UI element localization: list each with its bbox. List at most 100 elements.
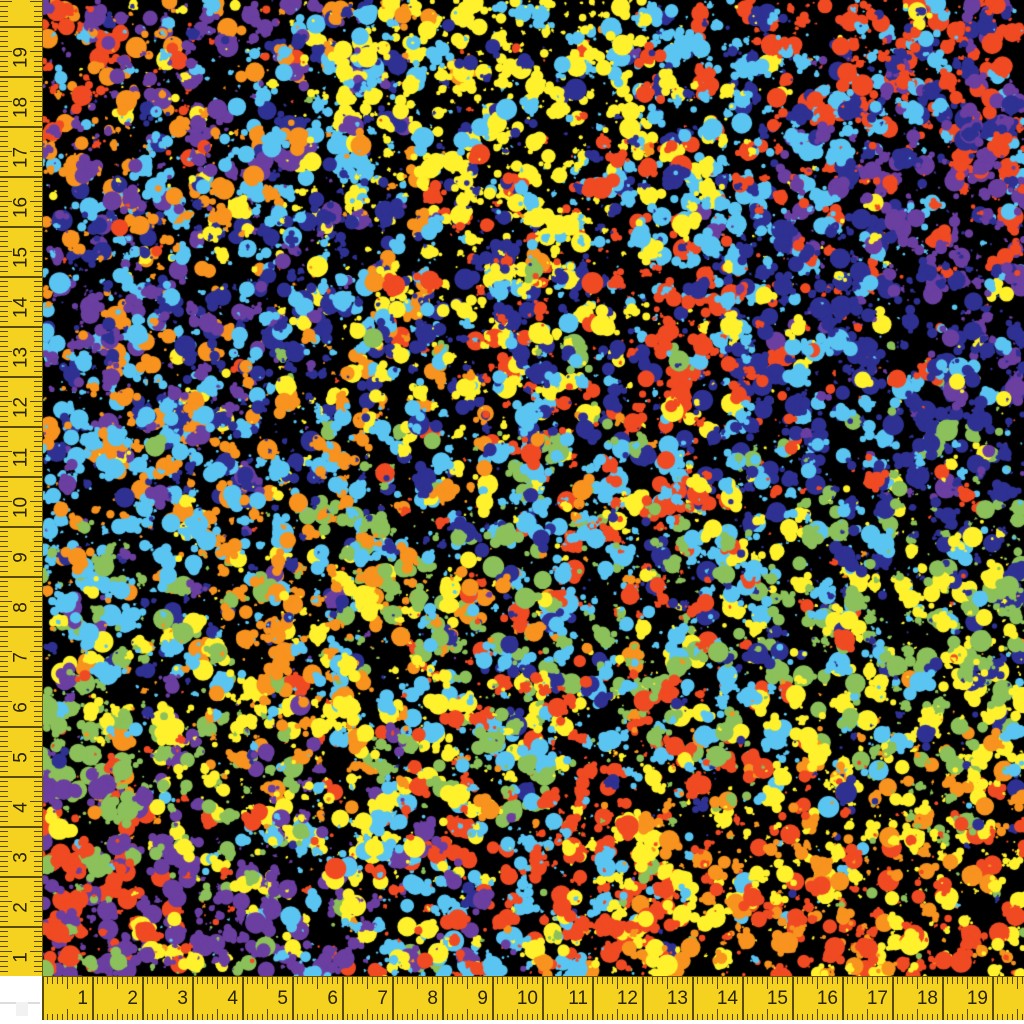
ruler-tick [34,956,42,957]
vertical-ruler-label: 15 [10,246,32,269]
ruler-tick [667,1009,668,1021]
ruler-tick [0,796,8,797]
ruler-tick [852,977,853,984]
ruler-tick [34,536,42,537]
ruler-tick [247,977,248,984]
ruler-tick [562,977,563,984]
ruler-tick [282,977,283,984]
ruler-tick [34,661,42,662]
ruler-tick [34,331,42,332]
ruler-tick [467,1009,468,1021]
ruler-tick [872,1014,873,1021]
ruler-tick [34,771,42,772]
ruler-tick [597,1014,598,1021]
ruler-tick [34,196,42,197]
ruler-tick [137,977,138,984]
ruler-tick [437,977,438,984]
ruler-tick [0,81,8,82]
ruler-tick [882,1014,883,1021]
ruler-tick [34,311,42,312]
ruler-tick [377,1014,378,1021]
ruler-tick [0,331,8,332]
ruler-tick [657,977,658,984]
ruler-tick [0,206,8,207]
ruler-tick [34,466,42,467]
ruler-tick [972,1014,973,1021]
ruler-tick [0,271,8,272]
ruler-tick [34,846,42,847]
ruler-tick [0,261,8,262]
ruler-tick [34,681,42,682]
ruler-tick [0,336,8,337]
horizontal-ruler-label: 17 [866,988,888,1009]
ruler-tick [602,977,603,984]
ruler-tick [34,421,42,422]
ruler-tick [1002,977,1003,984]
ruler-tick [882,977,883,984]
ruler-tick [722,977,723,984]
horizontal-ruler: 123456789101112131415161718192 [42,976,1024,1021]
ruler-tick [867,977,868,989]
ruler-tick [542,977,544,1021]
ruler-tick [132,977,133,984]
ruler-tick [0,631,8,632]
ruler-tick [0,606,8,607]
ruler-tick [537,1014,538,1021]
ruler-tick [0,381,8,382]
ruler-tick [0,111,8,112]
ruler-tick [387,1014,388,1021]
ruler-tick [0,431,8,432]
ruler-tick [967,1009,968,1021]
ruler-tick [0,541,8,542]
ruler-tick [1017,1009,1018,1021]
ruler-tick [0,46,8,47]
ruler-tick [792,977,794,1021]
ruler-tick [547,1014,548,1021]
ruler-tick [0,896,8,897]
ruler-tick [442,977,444,1021]
ruler-tick [0,436,8,437]
ruler-tick [727,1014,728,1021]
ruler-tick [782,977,783,984]
ruler-tick [937,977,938,984]
ruler-tick [0,51,12,52]
ruler-tick [807,977,808,984]
ruler-tick [0,826,42,828]
ruler-tick [207,1014,208,1021]
vertical-ruler-label: 8 [10,602,32,613]
ruler-tick [897,977,898,984]
ruler-tick [612,1014,613,1021]
ruler-tick [637,977,638,984]
ruler-tick [0,246,8,247]
ruler-tick [34,556,42,557]
ruler-tick [927,977,928,984]
horizontal-ruler-label: 16 [816,988,838,1009]
ruler-tick [942,977,944,1021]
ruler-tick [34,636,42,637]
ruler-tick [0,156,8,157]
ruler-tick [362,977,363,984]
ruler-tick [34,406,42,407]
ruler-tick [277,977,278,984]
ruler-tick [34,486,42,487]
ruler-tick [977,977,978,984]
ruler-tick [432,1014,433,1021]
ruler-tick [0,251,12,252]
ruler-tick [34,231,42,232]
ruler-tick [0,911,8,912]
ruler-tick [0,396,8,397]
ruler-tick [162,1014,163,1021]
ruler-tick [352,977,353,984]
ruler-tick [0,516,8,517]
ruler-tick [0,816,8,817]
ruler-tick [532,1014,533,1021]
ruler-tick [427,1014,428,1021]
ruler-tick [34,881,42,882]
vertical-ruler-label: 14 [10,296,32,319]
ruler-tick [0,841,8,842]
ruler-tick [0,861,8,862]
ruler-tick [0,361,8,362]
ruler-tick [0,586,8,587]
ruler-tick [67,977,68,989]
vertical-ruler-label: 12 [10,396,32,419]
